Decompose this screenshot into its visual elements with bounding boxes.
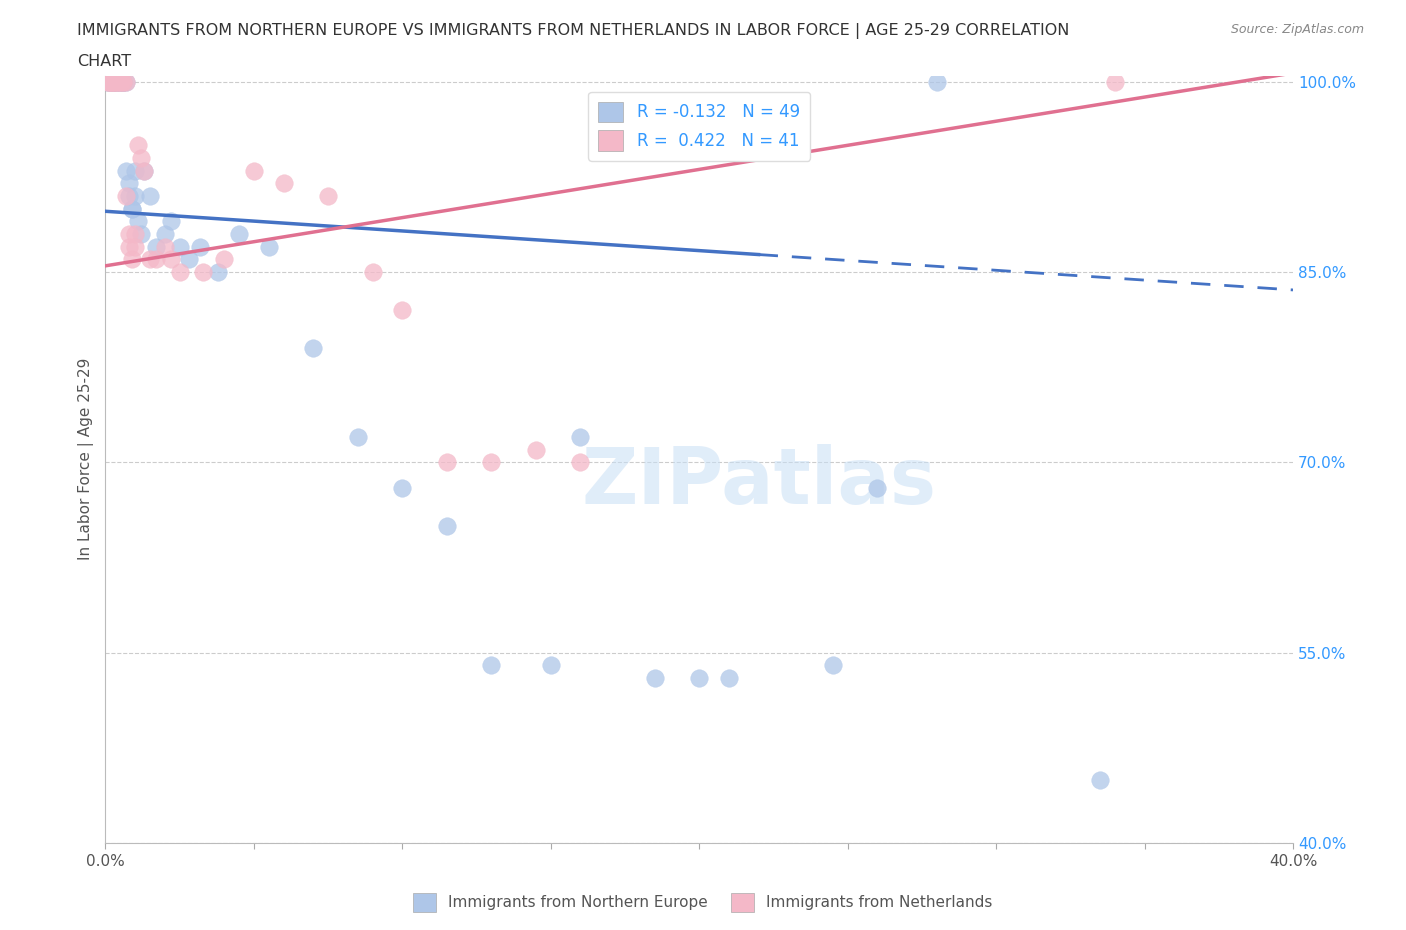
Point [569,455,592,470]
Point [866,481,889,496]
Point [228,227,250,242]
Point [346,430,368,445]
Point [121,201,143,216]
Point [112,74,135,89]
Point [153,227,176,242]
Point [103,74,125,89]
Point [177,252,200,267]
Point [132,164,155,179]
Point [115,164,138,179]
Point [391,303,413,318]
Point [110,74,132,89]
Point [145,252,167,267]
Point [159,214,181,229]
Point [1088,772,1111,787]
Point [569,430,592,445]
Point [717,671,740,685]
Point [212,252,235,267]
Point [193,265,215,280]
Point [100,74,122,89]
Point [118,189,141,204]
Legend: R = -0.132   N = 49, R =  0.422   N = 41: R = -0.132 N = 49, R = 0.422 N = 41 [589,91,810,161]
Text: ZIPatlas: ZIPatlas [581,445,936,520]
Point [100,74,122,89]
Point [169,265,191,280]
Point [129,227,152,242]
Point [436,455,458,470]
Point [124,164,146,179]
Point [190,239,212,254]
Point [207,265,229,280]
Point [159,252,181,267]
Point [97,74,120,89]
Point [129,151,152,166]
Point [273,176,295,191]
Point [105,74,128,89]
Point [821,658,844,673]
Point [124,239,146,254]
Text: IMMIGRANTS FROM NORTHERN EUROPE VS IMMIGRANTS FROM NETHERLANDS IN LABOR FORCE | : IMMIGRANTS FROM NORTHERN EUROPE VS IMMIG… [77,23,1070,39]
Point [479,658,502,673]
Point [118,227,141,242]
Point [112,74,135,89]
Point [115,189,138,204]
Point [112,74,135,89]
Point [115,74,138,89]
Point [391,481,413,496]
Point [169,239,191,254]
Point [436,518,458,533]
Point [132,164,155,179]
Point [139,189,162,204]
Point [316,189,339,204]
Point [105,74,128,89]
Point [103,74,125,89]
Point [103,74,125,89]
Point [118,176,141,191]
Point [112,74,135,89]
Point [103,74,125,89]
Point [361,265,384,280]
Point [1104,74,1126,89]
Point [100,74,122,89]
Point [644,671,666,685]
Point [540,658,562,673]
Point [688,671,710,685]
Point [925,74,948,89]
Point [105,74,128,89]
Text: Source: ZipAtlas.com: Source: ZipAtlas.com [1230,23,1364,36]
Point [479,455,502,470]
Point [97,74,120,89]
Point [127,214,149,229]
Point [124,227,146,242]
Point [105,74,128,89]
Point [100,74,122,89]
Point [121,201,143,216]
Legend: Immigrants from Northern Europe, Immigrants from Netherlands: Immigrants from Northern Europe, Immigra… [408,887,998,918]
Point [110,74,132,89]
Point [110,74,132,89]
Point [110,74,132,89]
Point [97,74,120,89]
Point [115,74,138,89]
Point [124,189,146,204]
Point [100,74,122,89]
Point [243,164,266,179]
Point [145,239,167,254]
Point [302,341,325,356]
Point [103,74,125,89]
Point [139,252,162,267]
Point [153,239,176,254]
Point [121,252,143,267]
Point [112,74,135,89]
Point [524,443,547,458]
Point [127,138,149,153]
Point [118,239,141,254]
Point [103,74,125,89]
Y-axis label: In Labor Force | Age 25-29: In Labor Force | Age 25-29 [79,358,94,561]
Point [97,74,120,89]
Text: CHART: CHART [77,54,131,69]
Point [257,239,280,254]
